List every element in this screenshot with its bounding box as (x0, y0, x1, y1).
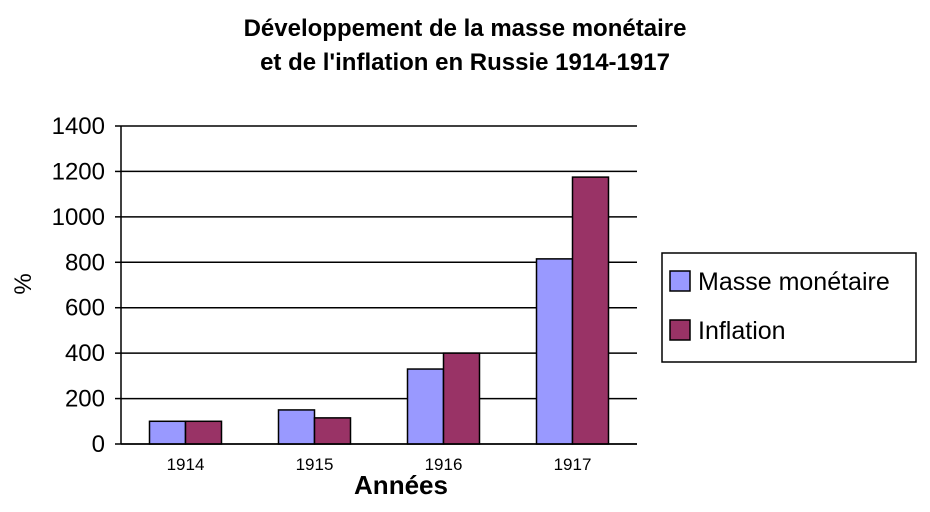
legend-box (661, 252, 917, 363)
legend-label: Masse monétaire (698, 268, 890, 296)
x-tick-label: 1917 (554, 455, 592, 474)
y-axis-label: % (10, 273, 37, 294)
y-tick-label: 0 (92, 431, 105, 458)
bar-inflation-1915 (313, 417, 352, 445)
legend-label: Inflation (698, 317, 786, 345)
y-tick-label: 400 (65, 340, 105, 367)
axes (120, 126, 637, 445)
bar-inflation-1916 (442, 352, 481, 445)
bar-masse-monetaire-1917 (535, 258, 574, 445)
bar-inflation-1917 (571, 176, 610, 445)
y-axis-ticks: 0 200 400 600 800 1000 1200 1400 (52, 113, 121, 458)
y-tick-label: 1000 (52, 204, 105, 231)
y-tick-label: 1200 (52, 158, 105, 185)
chart-title-line-2: et de l'inflation en Russie 1914-1917 (260, 49, 670, 76)
legend: Masse monétaire Inflation (661, 252, 917, 363)
x-axis-label: Années (354, 470, 448, 500)
bar-masse-monetaire-1914 (148, 420, 187, 445)
bar-masse-monetaire-1915 (277, 409, 316, 445)
x-tick-label: 1916 (425, 455, 463, 474)
bar-masse-monetaire-1916 (406, 368, 445, 445)
bars (148, 176, 610, 445)
legend-swatch (669, 319, 691, 341)
y-tick-label: 1400 (52, 113, 105, 140)
gridlines (121, 125, 637, 445)
x-tick-label: 1915 (296, 455, 334, 474)
y-tick-label: 600 (65, 295, 105, 322)
y-tick-label: 800 (65, 249, 105, 276)
bar-inflation-1914 (184, 420, 223, 445)
x-tick-label: 1914 (167, 455, 205, 474)
chart-title-line-1: Développement de la masse monétaire (244, 15, 687, 42)
legend-swatch (669, 270, 691, 292)
y-tick-label: 200 (65, 386, 105, 413)
x-axis-ticks: 1914 1915 1916 1917 (167, 455, 592, 474)
